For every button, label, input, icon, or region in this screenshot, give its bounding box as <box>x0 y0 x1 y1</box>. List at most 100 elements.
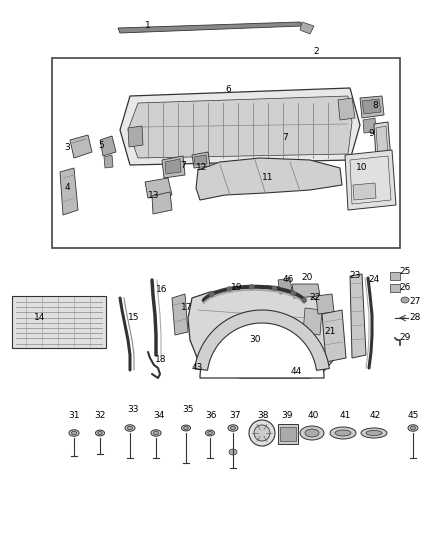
Text: 1: 1 <box>145 21 151 30</box>
Text: 6: 6 <box>225 85 231 94</box>
Polygon shape <box>165 159 181 174</box>
Text: 28: 28 <box>410 313 420 322</box>
Ellipse shape <box>257 306 267 314</box>
Ellipse shape <box>330 427 356 439</box>
Polygon shape <box>390 284 400 292</box>
Polygon shape <box>278 278 292 294</box>
Text: 19: 19 <box>231 284 243 293</box>
Text: 45: 45 <box>407 410 419 419</box>
Text: 26: 26 <box>399 284 411 293</box>
Polygon shape <box>152 192 172 214</box>
Polygon shape <box>280 427 296 441</box>
Ellipse shape <box>401 297 409 303</box>
Polygon shape <box>316 294 334 314</box>
Text: 3: 3 <box>64 143 70 152</box>
Polygon shape <box>345 150 396 210</box>
Text: 8: 8 <box>372 101 378 109</box>
Text: 9: 9 <box>368 128 374 138</box>
Polygon shape <box>192 152 210 168</box>
Polygon shape <box>162 156 185 178</box>
Ellipse shape <box>125 425 135 431</box>
Text: 42: 42 <box>369 410 381 419</box>
Ellipse shape <box>228 425 238 431</box>
Polygon shape <box>390 272 400 280</box>
Text: 25: 25 <box>399 268 411 277</box>
Polygon shape <box>278 424 298 444</box>
Circle shape <box>254 425 270 441</box>
Text: 41: 41 <box>339 410 351 419</box>
Text: 7: 7 <box>180 160 186 169</box>
Ellipse shape <box>209 314 231 342</box>
Polygon shape <box>374 122 392 178</box>
Text: 20: 20 <box>301 273 313 282</box>
Polygon shape <box>200 316 324 378</box>
Ellipse shape <box>366 431 382 435</box>
Text: 14: 14 <box>34 313 46 322</box>
Bar <box>52 58 400 248</box>
Text: 13: 13 <box>148 190 160 199</box>
Ellipse shape <box>95 430 105 436</box>
Text: 46: 46 <box>283 276 294 285</box>
Text: 39: 39 <box>281 410 293 419</box>
Text: 43: 43 <box>191 364 203 373</box>
Circle shape <box>272 286 276 290</box>
Polygon shape <box>100 136 116 156</box>
Polygon shape <box>353 183 376 200</box>
Polygon shape <box>362 99 381 114</box>
Text: 40: 40 <box>307 410 319 419</box>
Polygon shape <box>194 310 329 370</box>
Text: 33: 33 <box>127 406 139 415</box>
Text: 22: 22 <box>309 294 321 303</box>
Polygon shape <box>172 294 188 335</box>
Text: 23: 23 <box>350 271 360 279</box>
Text: 24: 24 <box>368 276 380 285</box>
Polygon shape <box>376 126 389 172</box>
Text: 17: 17 <box>181 303 193 312</box>
Ellipse shape <box>361 428 387 438</box>
Polygon shape <box>303 308 322 335</box>
Text: 4: 4 <box>64 183 70 192</box>
Text: 36: 36 <box>205 410 217 419</box>
Ellipse shape <box>151 430 161 436</box>
Text: 44: 44 <box>290 367 302 376</box>
Text: 16: 16 <box>156 286 168 295</box>
Text: 21: 21 <box>324 327 336 336</box>
Ellipse shape <box>98 431 102 434</box>
Ellipse shape <box>196 344 205 354</box>
Text: 18: 18 <box>155 356 167 365</box>
Polygon shape <box>194 155 207 165</box>
Text: 35: 35 <box>182 406 194 415</box>
Text: 30: 30 <box>249 335 261 344</box>
Ellipse shape <box>71 431 77 435</box>
Circle shape <box>249 420 275 446</box>
Polygon shape <box>12 296 106 348</box>
Circle shape <box>291 291 295 295</box>
Ellipse shape <box>229 449 237 455</box>
Ellipse shape <box>127 426 133 430</box>
Text: 27: 27 <box>410 297 420 306</box>
Text: 2: 2 <box>313 47 319 56</box>
Polygon shape <box>322 310 346 362</box>
Polygon shape <box>60 168 78 215</box>
Text: 11: 11 <box>262 174 274 182</box>
Polygon shape <box>338 98 355 120</box>
Text: 5: 5 <box>98 141 104 149</box>
Text: 32: 32 <box>94 410 106 419</box>
Polygon shape <box>70 135 92 158</box>
Text: 31: 31 <box>68 410 80 419</box>
Polygon shape <box>350 274 366 358</box>
Text: 38: 38 <box>257 410 269 419</box>
Polygon shape <box>300 22 314 34</box>
Text: 12: 12 <box>196 164 208 173</box>
Text: 37: 37 <box>229 410 241 419</box>
Circle shape <box>210 293 214 296</box>
Ellipse shape <box>305 429 319 437</box>
Ellipse shape <box>319 344 328 354</box>
Ellipse shape <box>205 430 215 436</box>
Ellipse shape <box>230 426 236 430</box>
Polygon shape <box>128 96 352 158</box>
Ellipse shape <box>335 430 351 436</box>
Ellipse shape <box>69 430 79 436</box>
Polygon shape <box>196 158 342 200</box>
Ellipse shape <box>300 426 324 440</box>
